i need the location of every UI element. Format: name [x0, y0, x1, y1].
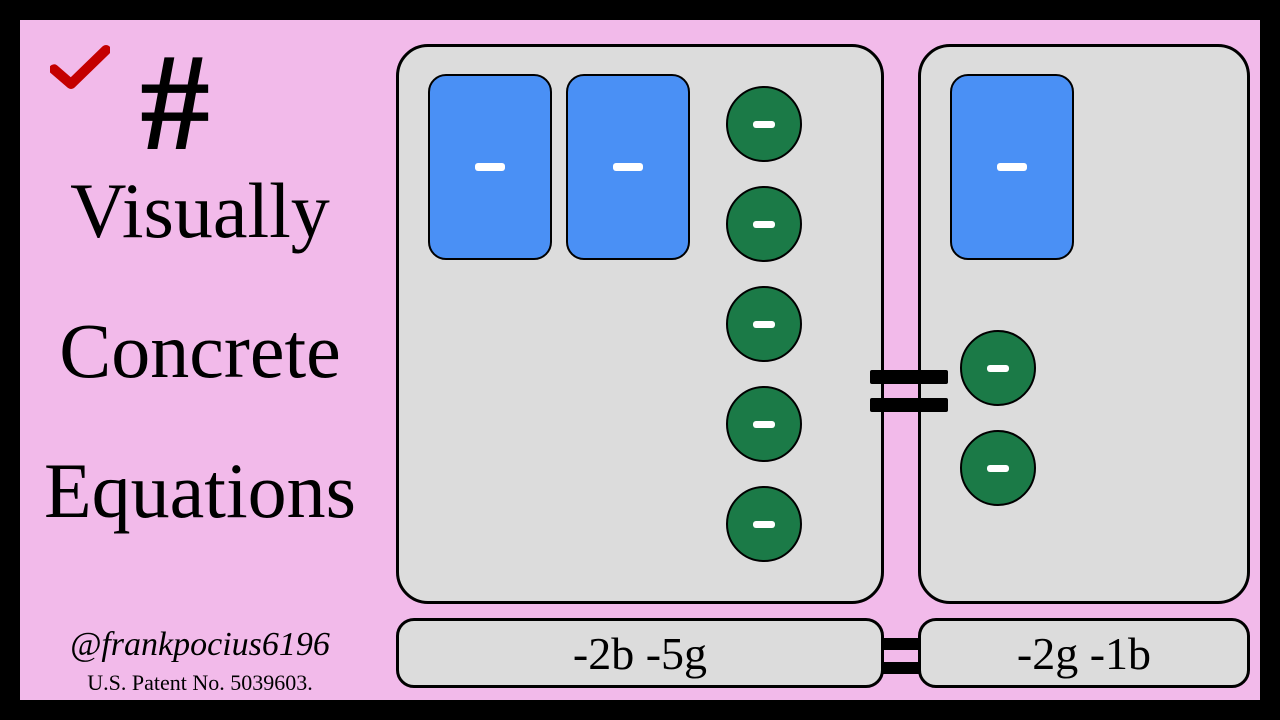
blue-tile-left-1 — [566, 74, 690, 260]
blue-tile-left-0 — [428, 74, 552, 260]
patent-line: U.S. Patent No. 5039603. — [20, 670, 380, 696]
green-tile-left-2 — [726, 286, 802, 362]
equation-text-right: -2g -1b — [918, 618, 1250, 688]
minus-icon — [753, 121, 775, 128]
title-word-0: Visually — [20, 170, 380, 310]
title-block: VisuallyConcreteEquations — [20, 170, 380, 590]
minus-icon — [987, 465, 1009, 472]
minus-icon — [475, 163, 505, 171]
author-handle: @frankpocius6196 — [20, 626, 380, 664]
minus-icon — [753, 221, 775, 228]
blue-tile-right-0 — [950, 74, 1074, 260]
checkmark-icon — [50, 44, 110, 90]
equation-text-left-label: -2b -5g — [573, 627, 707, 680]
left-text-panel: # VisuallyConcreteEquations @frankpocius… — [20, 20, 380, 708]
inner-frame: # VisuallyConcreteEquations @frankpocius… — [16, 16, 1264, 704]
green-tile-left-4 — [726, 486, 802, 562]
title-word-1: Concrete — [20, 310, 380, 450]
outer-frame: # VisuallyConcreteEquations @frankpocius… — [0, 0, 1280, 720]
minus-icon — [997, 163, 1027, 171]
equation-text-left: -2b -5g — [396, 618, 884, 688]
green-tile-left-0 — [726, 86, 802, 162]
minus-icon — [987, 365, 1009, 372]
minus-icon — [753, 321, 775, 328]
equation-text-right-label: -2g -1b — [1017, 627, 1151, 680]
green-tile-right-1 — [960, 430, 1036, 506]
minus-icon — [753, 421, 775, 428]
hash-symbol: # — [140, 22, 210, 183]
title-word-2: Equations — [20, 450, 380, 590]
minus-icon — [613, 163, 643, 171]
green-tile-left-3 — [726, 386, 802, 462]
minus-icon — [753, 521, 775, 528]
equals-sign-main — [870, 370, 948, 418]
green-tile-right-0 — [960, 330, 1036, 406]
green-tile-left-1 — [726, 186, 802, 262]
